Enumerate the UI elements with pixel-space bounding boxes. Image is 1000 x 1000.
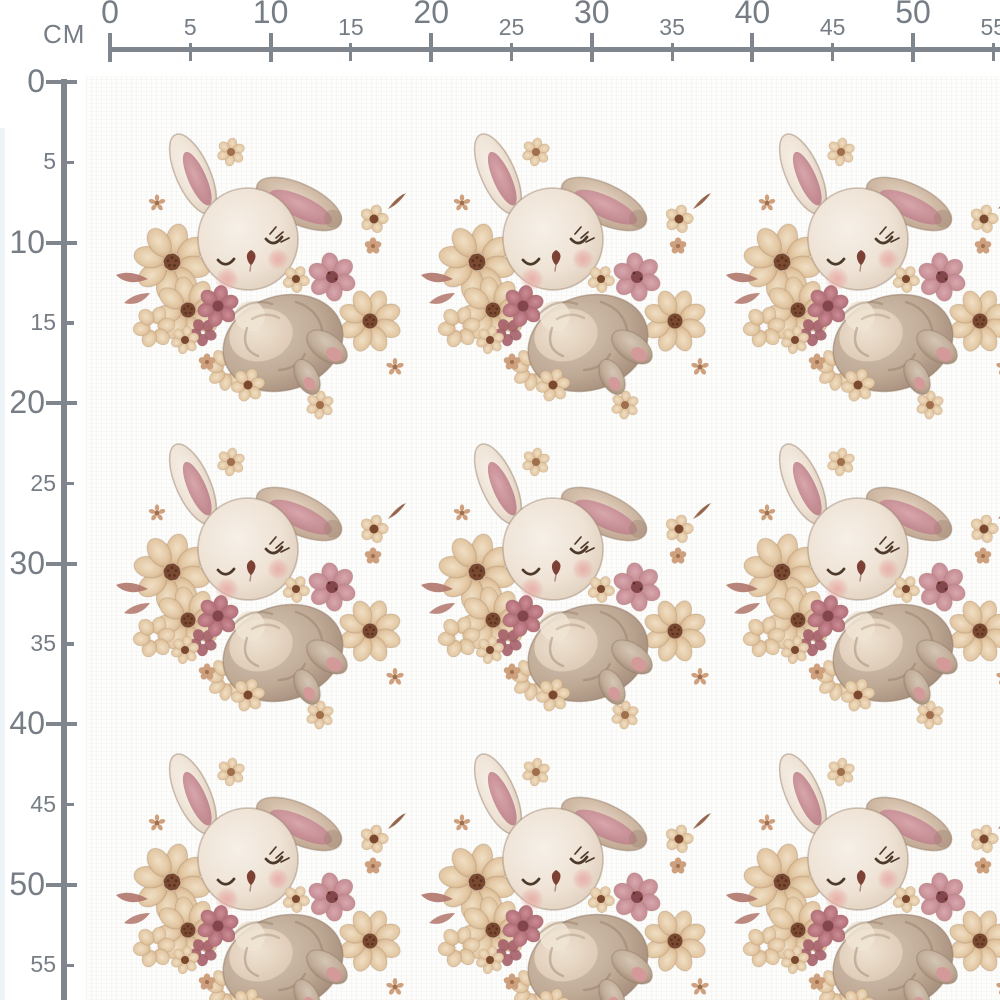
ruler-top-tick-5 [188,43,192,61]
ruler-left-tick-25 [61,481,74,486]
ruler-left-tick-45 [61,802,74,807]
ruler-top-label-25: 25 [498,14,525,40]
ruler-top-tick-45 [831,43,835,61]
ruler-left-tick-30 [46,561,77,566]
ruler-left-label-10: 10 [9,223,45,260]
ruler-top-tick-20 [429,33,434,62]
ruler-left-label-0: 0 [27,63,45,99]
ruler-left-label-30: 30 [9,544,45,581]
ruler-left-label-25: 25 [30,469,56,496]
pattern-tile-r2c1 [116,438,412,731]
ruler-top-label-45: 45 [819,14,846,40]
pattern-tile-r3c1 [116,748,412,1000]
ruler-top-label-15: 15 [338,14,364,40]
ruler-top-label-35: 35 [659,14,685,40]
pattern-tile-r1c2 [421,128,717,421]
ruler-left-tick-10 [46,240,77,245]
ruler-left-label-15: 15 [30,308,56,335]
ruler-left-label-40: 40 [9,705,45,742]
ruler-top-tick-30 [589,33,594,62]
ruler-top-label-5: 5 [183,14,197,40]
ruler-left-tick-35 [61,642,74,646]
ruler-top-label-10: 10 [252,0,289,30]
pattern-tile-r3c3 [726,748,1000,1000]
ruler-top-line [108,47,1000,52]
ruler-left-tick-15 [61,321,74,325]
ruler-left-line [61,79,67,1000]
ruler-left-tick-5 [61,160,74,165]
ruler-top-tick-25 [510,43,513,61]
ruler-top-label-0: 0 [101,0,119,30]
ruler-top-tick-10 [268,33,273,62]
ruler-top-tick-50 [911,33,915,62]
ruler-left-tick-55 [61,963,74,968]
pattern-tiles [116,128,1000,1000]
ruler-top-label-30: 30 [574,0,610,30]
pattern-tile-r2c2 [421,438,717,731]
ruler-top-tick-55 [991,43,995,61]
ruler-left-label-35: 35 [30,630,56,657]
pattern-tile-r1c1 [116,128,412,421]
ruler-left-tick-20 [46,401,77,406]
ruler-top-label-50: 50 [895,0,931,30]
ruler-left-label-55: 55 [30,951,56,978]
ruler-unit-label: CM [43,19,86,49]
ruler-left-label-45: 45 [30,790,56,817]
ruler-top-label-20: 20 [413,0,449,30]
ruler-top: CM 0 5 10 15 20 25 30 35 40 45 50 55 [0,0,1000,70]
ruler-left-label-5: 5 [43,148,56,175]
ruler-top-tick-40 [750,33,755,62]
pattern-tile-r1c3 [726,128,1000,421]
pattern-tile-r2c3 [726,438,1000,731]
ruler-left-label-20: 20 [9,384,45,421]
left-edge-strip [0,128,5,1000]
ruler-left-tick-40 [46,722,77,727]
ruler-left-tick-50 [46,883,77,887]
ruler-top-tick-15 [349,43,353,61]
ruler-top-label-40: 40 [734,0,771,30]
ruler-left: 0 5 10 15 20 25 30 35 40 45 50 55 [0,0,90,1000]
pattern-tile-r3c2 [421,748,717,1000]
ruler-top-tick-0 [108,33,112,62]
ruler-top-label-55: 55 [980,14,1000,40]
ruler-top-tick-35 [670,43,674,61]
ruler-left-label-50: 50 [9,866,45,902]
ruler-left-tick-0 [46,80,77,84]
